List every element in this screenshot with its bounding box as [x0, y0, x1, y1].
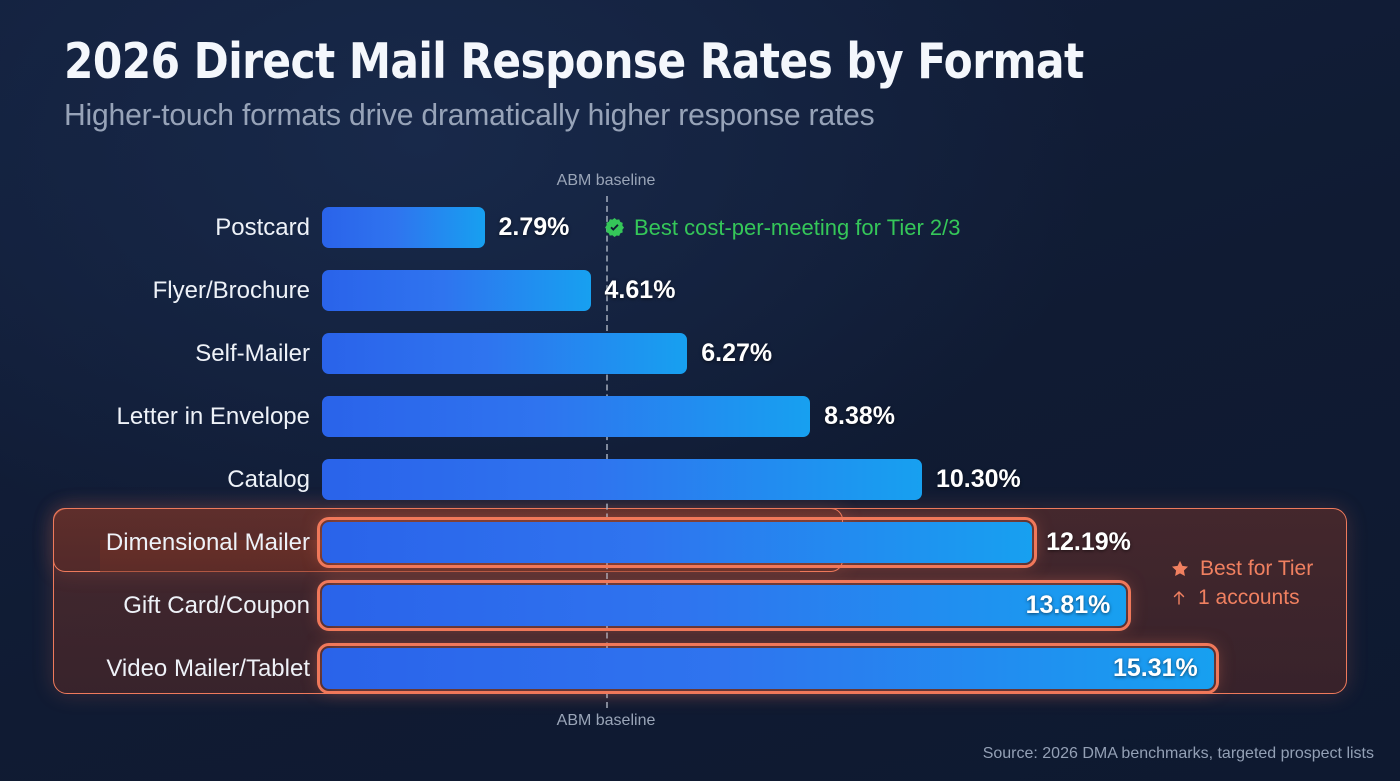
- bar-value-label: 6.27%: [701, 339, 773, 367]
- star-icon: [1172, 560, 1188, 576]
- bar-value-label: 2.79%: [498, 213, 570, 241]
- bar-value-label: 12.19%: [1046, 528, 1131, 556]
- annotation-orange-text1: Best for Tier: [1200, 557, 1314, 580]
- bar-category-label: Video Mailer/Tablet: [106, 655, 310, 682]
- chart-subtitle: Higher-touch formats drive dramatically …: [64, 96, 875, 132]
- bar-category-label: Flyer/Brochure: [152, 277, 310, 304]
- bar[interactable]: [317, 643, 1219, 694]
- source-note: Source: 2026 DMA benchmarks, targeted pr…: [982, 745, 1374, 762]
- bar-value-label: 10.30%: [935, 465, 1021, 493]
- bar[interactable]: [322, 396, 811, 437]
- bar-category-label: Postcard: [215, 214, 310, 241]
- bar-row: Dimensional Mailer 12.19%: [0, 511, 1400, 574]
- annotation-best-for-tier1: Best for Tier 1 accounts: [1170, 554, 1313, 612]
- annotation-orange-text2: 1 accounts: [1198, 586, 1300, 609]
- bar-row: Catalog 10.30%: [0, 448, 1400, 511]
- bar[interactable]: [322, 270, 591, 311]
- bar-row: Video Mailer/Tablet 15.31%: [0, 637, 1400, 700]
- bar[interactable]: [322, 207, 485, 248]
- bar-value-label: 15.31%: [1113, 654, 1198, 682]
- bar[interactable]: [316, 517, 1038, 568]
- arrow-up-icon: [1173, 590, 1185, 605]
- bar-row: Gift Card/Coupon 13.81%: [0, 574, 1400, 637]
- bar-row: Letter in Envelope 8.38%: [0, 385, 1400, 448]
- annotation-orange-line1: Best for Tier: [1170, 554, 1313, 583]
- bar[interactable]: [316, 580, 1132, 631]
- bar[interactable]: [322, 333, 688, 374]
- bar-category-label: Gift Card/Coupon: [123, 592, 310, 619]
- annotation-best-cost-per-meeting: Best cost-per-meeting for Tier 2/3: [604, 211, 960, 244]
- check-badge-icon: [605, 218, 625, 237]
- bar-row: Flyer/Brochure 4.61%: [0, 259, 1400, 322]
- chart-header: 2026 Direct Mail Response Rates by Forma…: [64, 33, 1126, 133]
- page-title: 2026 Direct Mail Response Rates by Forma…: [64, 33, 1084, 90]
- bar-category-label: Dimensional Mailer: [105, 529, 310, 556]
- annotation-green-text: Best cost-per-meeting for Tier 2/3: [634, 214, 961, 240]
- bar-category-label: Self-Mailer: [195, 340, 310, 367]
- bar-row: Postcard 2.79%: [0, 196, 1400, 259]
- abm-baseline-line: [606, 196, 608, 708]
- bar[interactable]: [322, 459, 922, 500]
- bar-row: Self-Mailer 6.27%: [0, 322, 1400, 385]
- bar-value-label: 8.38%: [824, 402, 896, 430]
- annotation-orange-line2: 1 accounts: [1170, 583, 1313, 612]
- bar-value-label: 13.81%: [1025, 591, 1111, 619]
- bar-category-label: Catalog: [227, 466, 310, 493]
- abm-baseline-label-top: ABM baseline: [556, 172, 656, 189]
- bar-value-label: 4.61%: [604, 276, 676, 304]
- bar-category-label: Letter in Envelope: [116, 403, 310, 430]
- abm-baseline-label-bottom: ABM baseline: [556, 712, 656, 729]
